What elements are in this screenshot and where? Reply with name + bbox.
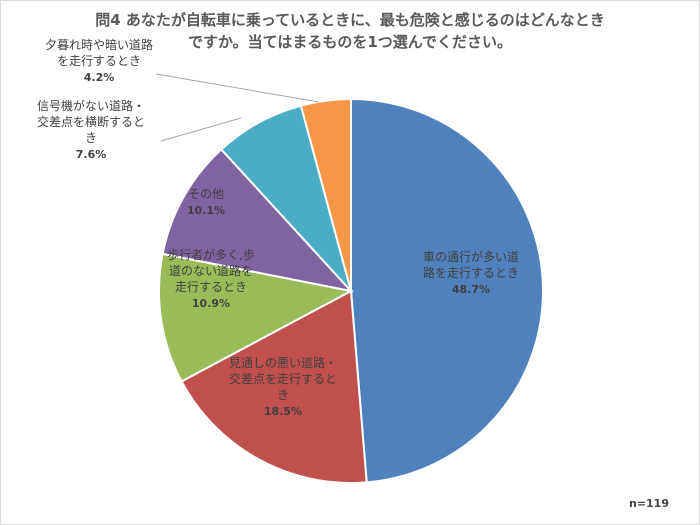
chart-title-line-1: 問4 あなたが自転車に乗っているときに、最も危険と感じるのはどんなとき (95, 11, 604, 29)
pie-slice-busy-road (350, 97, 544, 484)
slice-value-pedestrians-no-sidewalk: 10.9% (192, 297, 230, 310)
pie-slices (158, 97, 544, 484)
slice-label-dusk-dark-road: 夕暮れ時や暗い道路を走行するとき 4.2% (45, 37, 153, 84)
chart-title-line-2: ですか。当てはまるものを1つ選んでください。 (188, 33, 512, 51)
pie-slice-pedestrians-no-sidewalk (158, 252, 354, 383)
slice-label-poor-visibility: 見通しの悪い道路・交差点を走行するとき 18.5% (229, 355, 337, 418)
slice-value-busy-road: 48.7% (452, 283, 490, 296)
leader-line-dusk-dark-road (155, 73, 320, 103)
slice-labels: 車の通行が多い道路を走行するとき 48.7% 見通しの悪い道路・交差点を走行するとき… (37, 37, 519, 418)
slice-label-busy-road: 車の通行が多い道路を走行するとき 48.7% (423, 249, 519, 296)
slice-value-other: 10.1% (187, 204, 225, 217)
leader-lines (155, 73, 320, 142)
slice-value-no-signal-crossing: 7.6% (76, 148, 107, 161)
pie-slice-poor-visibility (180, 289, 368, 484)
slice-label-other: その他 10.1% (187, 187, 225, 217)
slice-label-pedestrians-no-sidewalk: 歩行者が多く,歩道のない道路を走行するとき 10.9% (167, 247, 255, 310)
sample-size-label: n=119 (629, 497, 669, 510)
slice-label-no-signal-crossing: 信号機がない道路・交差点を横断するとき 7.6% (37, 98, 145, 161)
pie-slice-dusk-dark-road (299, 97, 352, 292)
slice-value-poor-visibility: 18.5% (264, 405, 302, 418)
slice-value-dusk-dark-road: 4.2% (84, 71, 115, 84)
pie-slice-other (161, 147, 354, 293)
leader-line-no-signal-crossing (160, 117, 242, 142)
